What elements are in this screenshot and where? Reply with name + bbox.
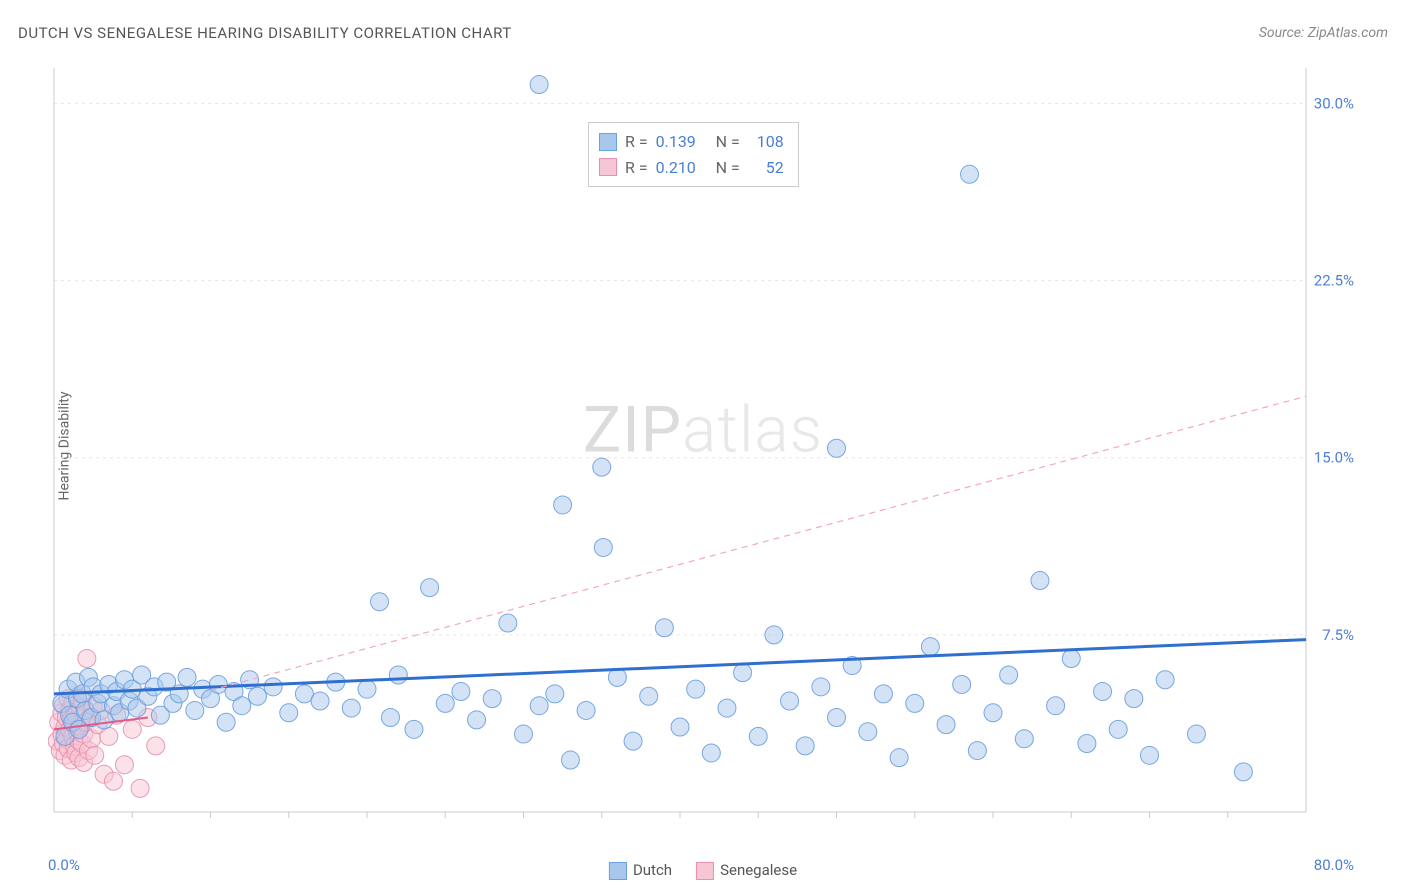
stats-swatch-senegalese: [599, 158, 617, 176]
svg-text:7.5%: 7.5%: [1322, 626, 1354, 644]
svg-text:22.5%: 22.5%: [1314, 272, 1354, 290]
legend-label-dutch: Dutch: [633, 861, 672, 879]
chart-title: DUTCH VS SENEGALESE HEARING DISABILITY C…: [18, 24, 512, 42]
svg-text:15.0%: 15.0%: [1314, 449, 1354, 467]
legend-swatch-dutch: [609, 862, 627, 880]
stats-n-label: N =: [716, 129, 740, 155]
stats-r-value: 0.139: [656, 129, 708, 155]
plot-area: 7.5%15.0%22.5%30.0% ZIPatlas R = 0.139 N…: [48, 60, 1358, 830]
legend-swatch-senegalese: [696, 862, 714, 880]
legend-item-dutch: Dutch: [609, 861, 672, 880]
chart-source: Source: ZipAtlas.com: [1259, 25, 1388, 41]
stats-legend-box: R = 0.139 N = 108 R = 0.210 N = 52: [588, 122, 799, 187]
stats-n-value: 52: [748, 155, 784, 181]
stats-r-label: R =: [625, 155, 648, 181]
stats-row-dutch: R = 0.139 N = 108: [599, 129, 784, 155]
stats-n-value: 108: [748, 129, 784, 155]
legend-label-senegalese: Senegalese: [720, 861, 797, 879]
x-tick-min: 0.0%: [48, 856, 80, 874]
stats-n-label: N =: [716, 155, 740, 181]
chart-header: DUTCH VS SENEGALESE HEARING DISABILITY C…: [18, 24, 1388, 42]
stats-row-senegalese: R = 0.210 N = 52: [599, 155, 784, 181]
x-tick-max: 80.0%: [1314, 856, 1354, 874]
stats-r-label: R =: [625, 129, 648, 155]
legend-item-senegalese: Senegalese: [696, 861, 797, 880]
stats-swatch-dutch: [599, 133, 617, 151]
series-legend: Dutch Senegalese: [609, 861, 797, 880]
svg-text:30.0%: 30.0%: [1314, 94, 1354, 112]
stats-r-value: 0.210: [656, 155, 708, 181]
